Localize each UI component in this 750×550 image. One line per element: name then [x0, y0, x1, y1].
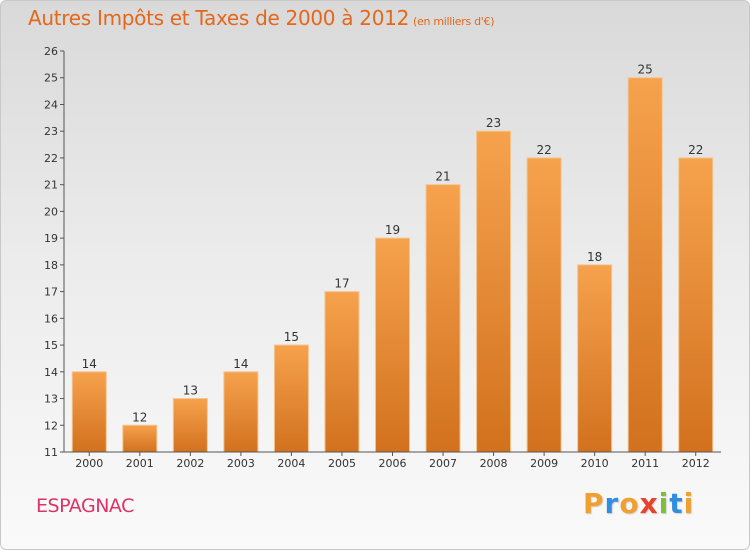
y-tick-label: 21: [44, 179, 58, 192]
data-label: 17: [334, 277, 349, 291]
y-tick-label: 18: [44, 259, 58, 272]
chart-subtitle: (en milliers d'€): [413, 15, 495, 28]
bar-2004[interactable]: [273, 344, 309, 453]
y-tick-label: 11: [44, 446, 58, 459]
logo-letter: x: [639, 487, 659, 520]
bar-2010[interactable]: [577, 264, 613, 453]
bar-2005[interactable]: [324, 291, 360, 453]
bar-2012[interactable]: [678, 157, 714, 453]
data-label: 12: [132, 410, 147, 424]
x-tick-label: 2003: [227, 457, 255, 470]
data-label: 13: [183, 384, 198, 398]
x-tick-label: 2004: [277, 457, 305, 470]
y-tick-label: 22: [44, 152, 58, 165]
bar-2006[interactable]: [375, 237, 410, 453]
y-tick-label: 12: [44, 419, 58, 432]
logo-letter: i: [658, 487, 670, 520]
bars-group: 14 12 13 14 15 17 19 21 23 22 18 25 22: [71, 63, 714, 453]
y-tick-label: 23: [44, 125, 58, 138]
x-tick-label: 2011: [631, 457, 659, 470]
data-label: 15: [284, 330, 299, 344]
bar-2009[interactable]: [526, 157, 562, 453]
x-tick-label: 2008: [480, 457, 508, 470]
y-tick-label: 19: [44, 232, 58, 245]
y-tick-label: 15: [44, 339, 58, 352]
y-tick-label: 16: [44, 312, 58, 325]
data-label: 14: [82, 357, 97, 371]
x-tick-label: 2000: [75, 457, 103, 470]
logo-letter: o: [619, 487, 640, 520]
data-label: 21: [435, 170, 450, 184]
data-label: 22: [536, 143, 551, 157]
x-tick-label: 2009: [530, 457, 558, 470]
proxiti-logo[interactable]: Proxiti: [583, 487, 694, 520]
x-tick-label: 2012: [682, 457, 710, 470]
x-tick-label: 2010: [581, 457, 609, 470]
commune-name: ESPAGNAC: [36, 495, 134, 517]
bar-2002[interactable]: [172, 398, 208, 453]
y-tick-label: 26: [44, 45, 58, 58]
bar-2011[interactable]: [627, 77, 663, 453]
logo-letter: t: [669, 487, 684, 520]
y-tick-label: 14: [44, 366, 58, 379]
bar-2000[interactable]: [71, 371, 107, 453]
chart-title: Autres Impôts et Taxes de 2000 à 2012 (en…: [28, 6, 494, 30]
x-tick-label: 2006: [379, 457, 407, 470]
data-label: 18: [587, 250, 602, 264]
bar-2008[interactable]: [476, 130, 512, 453]
chart-title-text: Autres Impôts et Taxes de 2000 à 2012: [28, 6, 409, 30]
x-tick-label: 2001: [126, 457, 154, 470]
y-tick-label: 25: [44, 72, 58, 85]
bar-2003[interactable]: [223, 371, 259, 453]
y-tick-label: 17: [44, 286, 58, 299]
data-label: 14: [233, 357, 248, 371]
logo-letter: i: [683, 487, 695, 520]
logo-letter: r: [604, 487, 620, 520]
bar-2007[interactable]: [425, 184, 461, 453]
x-tick-label: 2007: [429, 457, 457, 470]
logo-letter: P: [583, 487, 605, 520]
y-tick-label: 20: [44, 205, 58, 218]
x-tick-label: 2002: [176, 457, 204, 470]
x-tick-label: 2005: [328, 457, 356, 470]
data-label: 23: [486, 116, 501, 130]
bar-2001[interactable]: [122, 424, 158, 453]
y-tick-label: 24: [44, 98, 58, 111]
x-axis: 2000 2001 2002 2003 2004 2005 2006 2007 2008 2009…: [64, 451, 721, 470]
data-label: 19: [385, 223, 400, 237]
y-tick-label: 13: [44, 393, 58, 406]
data-label: 25: [638, 63, 653, 77]
y-axis: 11 12 13 14 15 16 17 18 19 20 21 22 23 24 25 26: [44, 45, 65, 459]
data-label: 22: [688, 143, 703, 157]
